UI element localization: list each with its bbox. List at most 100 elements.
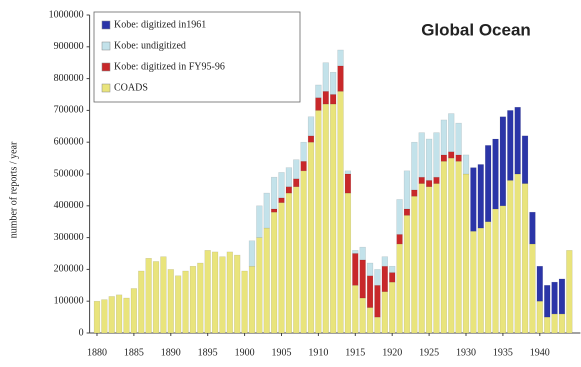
bar-segment [307,135,315,143]
bar-segment [566,250,573,334]
bar-segment [263,192,270,229]
bar-segment [285,192,293,334]
bar-segment [160,256,167,334]
bar-segment [130,288,138,334]
bar-segment [396,199,403,235]
bar-segment [462,154,470,175]
legend-swatch [101,20,111,30]
bar-segment [455,154,462,162]
bar-segment [115,294,123,334]
y-tick-label: 400000 [54,200,84,211]
legend-swatch [101,41,111,51]
bar-segment [514,106,521,175]
bar-segment [182,270,189,334]
bar-segment [536,300,543,334]
bar-segment [403,215,411,334]
bar-segment [433,183,440,334]
bar-segment [101,299,108,334]
bar-segment [278,202,285,334]
bar-segment [263,227,270,334]
x-tick-label: 1900 [235,347,255,358]
bar-segment [234,254,241,334]
bar-segment [374,269,381,286]
bar-segment [381,291,388,334]
bar-segment [270,208,278,213]
bar-segment [270,211,278,334]
bar-segment [300,161,307,172]
bar-segment [470,230,477,334]
bar-segment [425,138,433,181]
bar-segment [425,180,433,187]
bar-segment [492,138,499,210]
bar-segment [411,189,418,197]
bar-segment [366,275,374,308]
bar-segment [256,205,263,238]
bar-segment [418,176,425,184]
bar-segment [285,186,293,194]
bar-segment [359,246,366,261]
bar-segment [152,261,160,334]
bar-segment [477,164,484,229]
bar-segment [403,208,411,216]
y-tick-label: 200000 [54,264,84,275]
bar-segment [381,256,388,267]
x-tick-label: 1890 [161,347,181,358]
y-tick-label: 0 [79,327,84,338]
bar-segment [285,167,293,187]
bar-segment [411,196,418,334]
bar-segment [204,250,211,334]
bar-segment [293,159,300,180]
bar-segment [433,176,440,184]
chart-title: Global Ocean [421,20,531,39]
bar-segment [344,170,352,175]
bar-segment [307,141,315,334]
bar-segment [359,259,366,299]
y-axis-label: number of reports / year [8,141,19,238]
bar-segment [374,316,381,334]
bar-segment [293,186,300,334]
bar-segment [455,122,462,156]
y-tick-label: 600000 [54,136,84,147]
bar-segment [477,227,484,334]
bar-segment [167,269,174,334]
bar-segment [330,103,337,334]
bar-segment [558,313,566,334]
bar-segment [337,65,344,92]
bar-segment [300,170,307,334]
bar-segment [411,141,418,191]
bar-segment [337,49,344,67]
bar-segment [499,116,507,207]
bar-segment [278,197,285,203]
bar-segment [389,281,396,334]
bar-segment [138,270,145,334]
bar-segment [278,172,285,199]
bar-segment [93,300,101,334]
x-tick-label: 1935 [493,347,513,358]
bar-segment [189,265,197,334]
bar-segment [344,173,352,194]
bar-segment [485,221,492,334]
legend-label: Kobe: digitized in1961 [114,19,206,30]
x-tick-label: 1880 [87,347,107,358]
x-tick-label: 1895 [198,347,218,358]
bar-segment [514,173,521,334]
bar-segment [462,173,470,334]
bar-segment [219,256,226,334]
bar-segment [175,275,182,334]
legend-label: Kobe: undigitized [114,40,186,51]
bar-segment [544,285,551,318]
bar-segment [270,176,278,210]
bar-segment [330,71,337,95]
bar-segment [352,285,359,334]
bar-segment [529,211,536,245]
bar-segment [521,183,529,334]
bar-segment [322,91,329,105]
bar-segment [492,208,499,334]
y-tick-label: 500000 [54,168,84,179]
bar-segment [359,297,366,334]
bar-segment [123,297,130,334]
bar-segment [108,296,115,334]
x-tick-label: 1905 [271,347,291,358]
bar-segment [558,278,566,315]
bar-segment [322,103,329,334]
